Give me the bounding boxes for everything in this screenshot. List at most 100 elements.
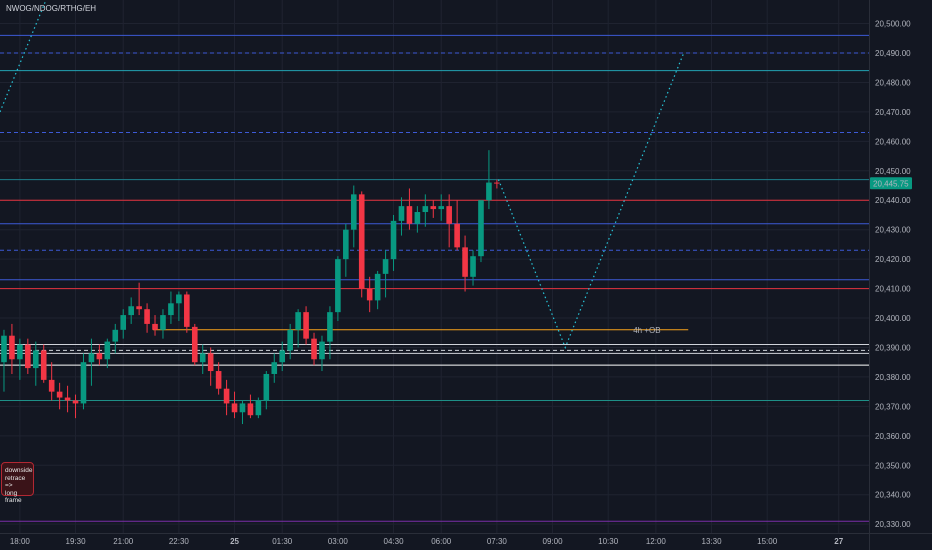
x-tick-label: 01:30 xyxy=(272,537,293,546)
candle-body xyxy=(382,259,389,274)
candle-body xyxy=(470,256,476,277)
y-tick-label: 20,380.00 xyxy=(875,373,911,382)
candle-body xyxy=(366,288,373,301)
candle-body xyxy=(303,312,309,339)
candle-body xyxy=(438,206,445,210)
last-price-tag xyxy=(870,177,912,190)
candle-body xyxy=(152,323,158,330)
x-tick-label: 27 xyxy=(834,537,843,546)
candle-body xyxy=(390,220,397,260)
candle-body xyxy=(374,273,381,301)
candle-body xyxy=(287,329,293,351)
candle-body xyxy=(422,206,429,213)
x-tick-label: 13:30 xyxy=(702,537,723,546)
candle-body xyxy=(96,353,103,360)
candle-body xyxy=(263,373,270,401)
x-tick-label: 12:00 xyxy=(646,537,667,546)
note-box[interactable]: downside retrace => long frame xyxy=(1,462,34,504)
projection-path xyxy=(497,52,685,350)
y-tick-label: 20,410.00 xyxy=(875,285,911,294)
candle-body xyxy=(239,403,246,413)
candle-body xyxy=(32,350,39,369)
candle-body xyxy=(104,341,111,360)
y-tick-label: 20,450.00 xyxy=(875,167,911,176)
y-tick-label: 20,360.00 xyxy=(875,432,911,441)
x-tick-label: 09:00 xyxy=(543,537,564,546)
x-tick-label: 18:00 xyxy=(10,537,31,546)
candle-body xyxy=(295,312,301,330)
x-tick-label: 10:30 xyxy=(598,537,619,546)
candle-body xyxy=(56,391,63,398)
candle-body xyxy=(414,212,421,224)
candle-body xyxy=(279,350,286,363)
candle-body xyxy=(319,341,325,360)
candle-body xyxy=(223,388,230,404)
candle-body xyxy=(17,344,23,360)
candle-body xyxy=(398,206,405,221)
candle-body xyxy=(25,344,31,369)
symbol-legend[interactable]: NWOG/NDOG/RTHG/EH xyxy=(6,4,97,13)
x-tick-label: 21:00 xyxy=(113,537,134,546)
candle-body xyxy=(88,353,95,363)
candle-body xyxy=(215,371,222,389)
candle-body xyxy=(64,397,71,401)
candle-body xyxy=(311,338,317,360)
note-line-3: long frame xyxy=(5,489,22,505)
candle-body xyxy=(184,294,190,327)
note-line-2: retrace => xyxy=(5,474,26,490)
candle-body xyxy=(128,306,134,316)
candle-body xyxy=(144,309,150,324)
y-tick-label: 20,440.00 xyxy=(875,196,911,205)
y-tick-label: 20,390.00 xyxy=(875,343,911,352)
candle-body xyxy=(255,400,262,416)
y-tick-label: 20,470.00 xyxy=(875,108,911,117)
candle-body xyxy=(40,350,47,380)
note-line-1: downside xyxy=(5,467,33,474)
y-tick-label: 20,430.00 xyxy=(875,226,911,235)
candle-body xyxy=(335,259,341,313)
x-tick-label: 06:00 xyxy=(431,537,452,546)
candle-body xyxy=(358,194,365,289)
x-tick-label: 07:30 xyxy=(487,537,508,546)
x-tick-label: 04:30 xyxy=(384,537,405,546)
candle-body xyxy=(207,353,214,372)
x-tick-label: 25 xyxy=(230,537,239,546)
y-tick-label: 20,500.00 xyxy=(875,20,911,29)
candle-body xyxy=(343,229,349,260)
y-tick-label: 20,330.00 xyxy=(875,520,911,529)
candle-body xyxy=(271,362,278,374)
candle-body xyxy=(72,400,79,404)
candle-body xyxy=(462,247,468,277)
y-tick-label: 20,340.00 xyxy=(875,491,911,500)
y-tick-label: 20,350.00 xyxy=(875,461,911,470)
candle-body xyxy=(247,403,254,416)
y-tick-label: 20,400.00 xyxy=(875,314,911,323)
projection-path-left xyxy=(0,0,47,113)
candle-body xyxy=(176,294,182,304)
candle-body xyxy=(9,335,15,360)
candle-body xyxy=(494,182,500,184)
candle-body xyxy=(136,306,142,310)
candle-body xyxy=(406,206,413,224)
candle-body xyxy=(168,303,174,316)
x-tick-label: 22:30 xyxy=(169,537,190,546)
candle-body xyxy=(446,206,452,224)
ob-annotation-label: 4h +OB xyxy=(633,326,660,335)
candle-body xyxy=(350,194,357,230)
candle-body xyxy=(80,362,87,404)
candle-body xyxy=(454,223,460,248)
candle-body xyxy=(430,206,437,210)
candle-body xyxy=(478,200,484,257)
candle-body xyxy=(1,335,7,363)
candle-body xyxy=(486,182,492,201)
candle-body xyxy=(48,379,55,392)
candle-body xyxy=(160,315,166,330)
x-tick-label: 03:00 xyxy=(328,537,349,546)
candle-body xyxy=(191,326,198,363)
y-tick-label: 20,490.00 xyxy=(875,49,911,58)
y-tick-label: 20,420.00 xyxy=(875,255,911,264)
candle-body xyxy=(112,329,119,342)
last-price-label: 20,445.75 xyxy=(873,179,909,188)
